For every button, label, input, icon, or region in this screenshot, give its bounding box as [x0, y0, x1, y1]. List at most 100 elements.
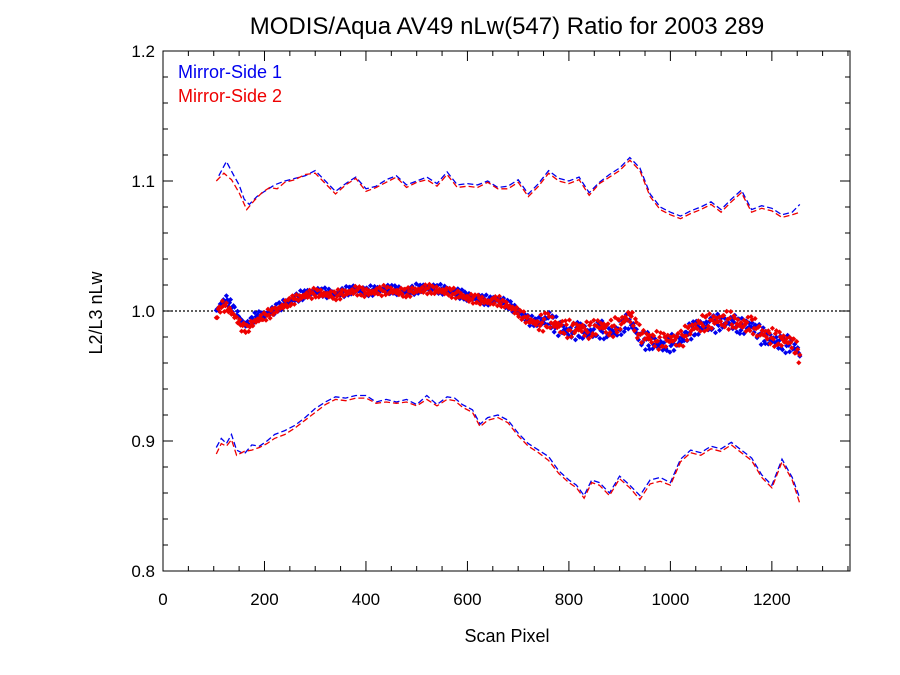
- series-2-mean-point: [405, 285, 411, 291]
- series-2-mean-point: [680, 343, 686, 349]
- series-2-mean-point: [608, 317, 614, 323]
- series-1-mean-point: [664, 347, 670, 354]
- series-2-mean-point: [371, 288, 377, 294]
- series-2-mean-point: [636, 322, 642, 328]
- series-2-mean-point: [573, 321, 580, 327]
- series-2-mean-point: [639, 330, 646, 336]
- series-2-mean-point: [234, 314, 240, 320]
- series-2-mean-point: [582, 333, 588, 339]
- series-2-mean-point: [723, 320, 729, 326]
- series-2-mean-point: [497, 301, 503, 307]
- series-1-mean-point: [572, 337, 579, 343]
- series-2-mean-point: [733, 325, 739, 331]
- series-2-mean-point: [624, 316, 630, 323]
- series-2-mean-point: [580, 322, 586, 328]
- series-2-mean-point: [701, 328, 707, 334]
- series-2-mean-point: [409, 285, 415, 291]
- series-2-mean-point: [511, 306, 517, 312]
- series-2-mean-point: [338, 290, 344, 296]
- series-2-mean-point: [545, 311, 551, 317]
- series-1-mean-point: [393, 285, 399, 291]
- series-1-mean-point: [561, 327, 567, 333]
- series-2-mean-point: [789, 345, 795, 351]
- series-2-mean-point: [657, 334, 663, 340]
- series-2-mean-point: [741, 317, 747, 323]
- x-tick-label: 800: [555, 590, 583, 609]
- series-2-mean-point: [731, 313, 737, 319]
- series-2-mean-point: [788, 340, 794, 346]
- series-1-mean-point: [667, 349, 673, 355]
- series-2-mean-point: [748, 314, 754, 320]
- series-2-mean-point: [763, 334, 769, 340]
- series-1-mean-point: [577, 334, 583, 340]
- series-2-mean-point: [492, 294, 498, 300]
- series-2-mean-point: [495, 298, 501, 304]
- series-2-mean-point: [660, 343, 666, 349]
- series-2-mean-point: [556, 323, 562, 329]
- series-2-mean-point: [627, 319, 633, 325]
- series-2-mean-point: [540, 328, 546, 334]
- series-2-upper-line: [215, 159, 801, 220]
- series-2-mean-point: [241, 320, 247, 326]
- series-2-mean-point: [542, 310, 548, 316]
- series-1-mean-point: [459, 287, 465, 293]
- series-2-mean-point: [607, 330, 613, 336]
- series-1-mean-point: [285, 300, 291, 306]
- series-2-mean-point: [284, 304, 290, 310]
- series-2-mean-point: [761, 332, 767, 338]
- series-1-mean-point: [787, 349, 793, 355]
- series-1-mean-point: [574, 319, 581, 325]
- series-2-mean-point: [674, 334, 680, 340]
- series-2-mean-point: [784, 335, 790, 342]
- series-2-mean-point: [724, 308, 730, 314]
- series-2-mean-point: [795, 346, 801, 352]
- series-2-mean-point: [783, 339, 789, 345]
- series-2-mean-point: [446, 292, 452, 298]
- series-1-mean-point: [692, 331, 698, 338]
- series-2-mean-point: [647, 332, 653, 338]
- series-2-mean-point: [476, 295, 482, 301]
- series-2-mean-point: [791, 336, 797, 342]
- x-tick-label: 1000: [651, 590, 689, 609]
- series-2-mean-point: [283, 302, 289, 308]
- series-2-mean-point: [643, 331, 650, 337]
- series-1-mean-point: [389, 282, 395, 288]
- series-2-mean-point: [522, 314, 528, 320]
- series-1-mean-point: [688, 336, 694, 342]
- series-2-mean-point: [730, 324, 736, 330]
- series-2-mean-point: [515, 311, 521, 317]
- series-2-mean-point: [554, 325, 560, 331]
- series-2-mean-point: [714, 315, 720, 321]
- series-1-mean-point: [772, 340, 778, 346]
- series-1-mean-point: [783, 350, 789, 356]
- series-2-mean-point: [766, 330, 772, 336]
- series-2-mean-point: [549, 314, 555, 320]
- series-2-mean-point: [350, 291, 356, 297]
- series-2-mean-point: [447, 285, 453, 291]
- series-2-mean-point: [353, 288, 359, 294]
- series-2-mean-point: [498, 304, 504, 310]
- series-1-mean-point: [676, 335, 682, 341]
- series-1-mean-point: [604, 334, 610, 340]
- series-2-mean-point: [611, 323, 617, 329]
- series-2-mean-point: [754, 333, 760, 339]
- series-1-mean-point: [545, 315, 551, 321]
- series-2-mean-point: [422, 282, 428, 288]
- series-2-mean-point: [287, 303, 293, 309]
- series-1-mean-point: [680, 336, 686, 342]
- series-1-mean-point: [660, 347, 666, 353]
- series-2-mean-point: [408, 288, 414, 294]
- series-2-mean-point: [487, 301, 493, 307]
- series-2-mean-point: [775, 341, 782, 347]
- series-1-mean-point: [597, 335, 603, 341]
- series-2-mean-point: [457, 294, 463, 300]
- series-2-mean-point: [740, 324, 746, 330]
- series-2-mean-point: [618, 321, 624, 327]
- series-1-mean-point: [762, 341, 768, 347]
- series-2-mean-point: [282, 298, 288, 304]
- series-2-mean-point: [385, 284, 391, 290]
- series-2-mean-point: [255, 316, 261, 322]
- series-2-mean-point: [372, 291, 378, 297]
- series-2-mean-point: [626, 311, 632, 317]
- series-2-mean-point: [687, 331, 693, 337]
